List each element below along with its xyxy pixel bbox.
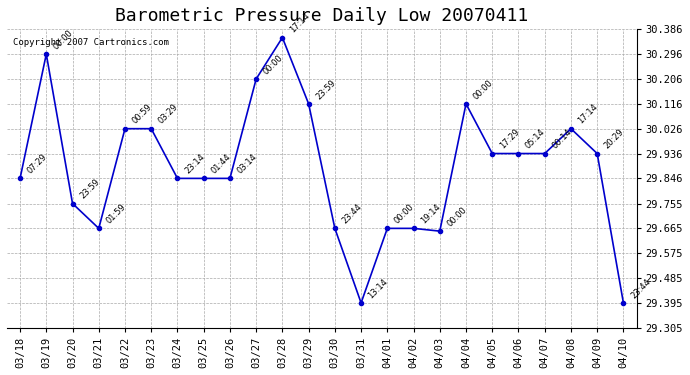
Text: 00:00: 00:00 xyxy=(393,202,416,226)
Text: Copyright 2007 Cartronics.com: Copyright 2007 Cartronics.com xyxy=(13,38,169,47)
Text: 00:00: 00:00 xyxy=(52,28,75,51)
Text: 17:29: 17:29 xyxy=(497,128,521,151)
Text: 23:44: 23:44 xyxy=(629,277,652,300)
Text: 00:59: 00:59 xyxy=(130,103,154,126)
Text: 00:14: 00:14 xyxy=(550,128,573,151)
Text: 23:59: 23:59 xyxy=(78,177,101,201)
Text: 17:14: 17:14 xyxy=(577,103,600,126)
Text: 07:29: 07:29 xyxy=(26,152,49,176)
Text: 23:44: 23:44 xyxy=(340,202,364,226)
Text: 01:59: 01:59 xyxy=(104,202,128,226)
Text: 13:14: 13:14 xyxy=(366,277,390,300)
Title: Barometric Pressure Daily Low 20070411: Barometric Pressure Daily Low 20070411 xyxy=(115,7,529,25)
Text: 20:29: 20:29 xyxy=(603,128,626,151)
Text: 00:00: 00:00 xyxy=(445,205,469,228)
Text: 01:44: 01:44 xyxy=(209,153,233,176)
Text: 23:59: 23:59 xyxy=(314,78,337,101)
Text: 00:00: 00:00 xyxy=(471,78,495,101)
Text: 05:14: 05:14 xyxy=(524,128,547,151)
Text: 19:14: 19:14 xyxy=(419,202,442,226)
Text: 03:29: 03:29 xyxy=(157,103,180,126)
Text: 03:14: 03:14 xyxy=(235,152,259,176)
Text: 23:14: 23:14 xyxy=(183,152,206,176)
Text: 00:00: 00:00 xyxy=(262,53,285,76)
Text: 17:14: 17:14 xyxy=(288,12,311,35)
